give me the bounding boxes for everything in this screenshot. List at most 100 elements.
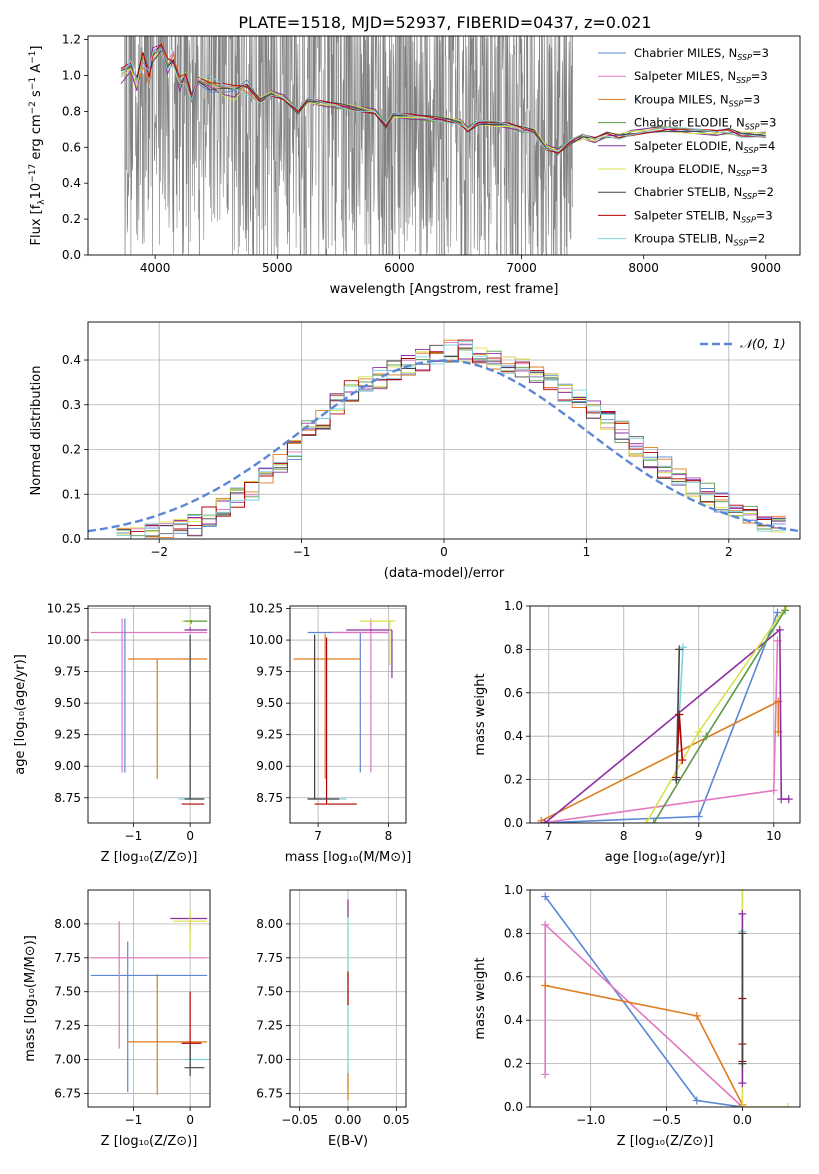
- y-axis-label: age [log₁₀(age/yr)]: [13, 654, 28, 775]
- legend-sub: SSP: [742, 192, 757, 201]
- legend-nssp: =3: [751, 69, 768, 83]
- legend-sub: SSP: [745, 123, 760, 132]
- legend-label: Salpeter STELIB, NSSP=3: [634, 208, 773, 224]
- x-tick-label: 1: [583, 545, 591, 559]
- legend-nssp: =2: [748, 232, 765, 246]
- mass-weight-marker: [738, 909, 747, 918]
- x-tick-label: −0.5: [652, 1113, 681, 1127]
- mass-weight-marker: [679, 643, 687, 652]
- y-tick-label: 0.4: [62, 176, 81, 190]
- y-tick-label: 1.2: [62, 33, 81, 47]
- x-tick-label: −0.05: [281, 1113, 318, 1127]
- legend-label: Salpeter MILES, NSSP=3: [634, 69, 768, 85]
- y-tick-label: 7.25: [256, 1019, 283, 1033]
- y-tick-label: 7.00: [54, 1053, 81, 1067]
- axes-frame: [289, 605, 407, 824]
- y-tick-label: 1.0: [504, 883, 523, 897]
- y-tick-label: 0.8: [504, 926, 523, 940]
- x-tick-label: 9000: [751, 261, 782, 275]
- axes-frame: [529, 889, 801, 1108]
- y-tick-label: 1.0: [62, 68, 81, 82]
- y-label-part: s: [29, 90, 44, 101]
- y-label-part: ]: [29, 46, 44, 51]
- y-tick-label: 10.25: [47, 602, 81, 616]
- legend-label: Chabrier STELIB, NSSP=2: [634, 185, 774, 201]
- mass-weight-line: [675, 649, 681, 780]
- y-tick-label: 0.4: [504, 1013, 523, 1027]
- x-tick-label: 7: [314, 829, 322, 843]
- y-tick-label: 0.3: [62, 398, 81, 412]
- mass-weight-marker: [692, 1096, 701, 1105]
- x-tick-label: 0.0: [733, 1113, 752, 1127]
- residual-histogram: [116, 348, 786, 539]
- y-axis-label: mass [log₁₀(M/M⊙)]: [23, 935, 38, 1062]
- mass-weight-marker: [781, 606, 789, 615]
- x-tick-label: 5000: [262, 261, 293, 275]
- observed-spectrum: [124, 36, 573, 255]
- legend-label: Kroupa STELIB, NSSP=2: [634, 232, 765, 248]
- y-tick-label: 0.2: [62, 443, 81, 457]
- mass-weight-line: [541, 612, 779, 823]
- figure-title: PLATE=1518, MJD=52937, FIBERID=0437, z=0…: [238, 13, 651, 32]
- y-tick-label: 0.0: [62, 532, 81, 546]
- y-tick-label: 9.75: [54, 665, 81, 679]
- y-tick-label: 0.1: [62, 487, 81, 501]
- legend-name: Kroupa MILES, N: [634, 92, 729, 106]
- mass-weight-marker: [784, 795, 793, 804]
- mass-weight-marker: [769, 786, 778, 795]
- residual-histogram: [116, 340, 786, 539]
- mass-weight-marker: [738, 1059, 747, 1068]
- y-label-part: erg cm: [29, 114, 44, 163]
- legend-name: Chabrier STELIB, N: [634, 185, 742, 199]
- y-tick-label: 9.75: [256, 665, 283, 679]
- y-label-part: A: [29, 64, 44, 77]
- x-tick-label: 7: [545, 829, 553, 843]
- x-tick-label: −1: [125, 829, 143, 843]
- mass-weight-line: [544, 896, 743, 1107]
- y-label-part: Flux [f: [29, 204, 44, 245]
- mass-weight-marker: [692, 1011, 701, 1020]
- legend-nssp: =3: [743, 92, 760, 106]
- y-tick-label: 0.6: [504, 686, 523, 700]
- y-label-part: −17: [28, 164, 38, 183]
- residual-histogram: [116, 341, 786, 539]
- mass-weight-line: [645, 606, 788, 823]
- mass-weight-marker: [541, 920, 550, 929]
- y-label-part: −2: [28, 101, 38, 114]
- x-tick-label: 8: [385, 829, 393, 843]
- y-tick-label: 7.00: [256, 1053, 283, 1067]
- mass-weight-marker: [675, 710, 684, 719]
- mass-weight-marker: [738, 890, 747, 894]
- y-tick-label: 0.4: [504, 729, 523, 743]
- x-tick-label: 8: [620, 829, 628, 843]
- y-tick-label: 7.75: [256, 951, 283, 965]
- x-tick-label: 0.00: [335, 1113, 362, 1127]
- legend-sub: SSP: [729, 99, 744, 108]
- y-tick-label: 0.0: [504, 816, 523, 830]
- x-tick-label: 0: [440, 545, 448, 559]
- legend-sub: SSP: [744, 146, 759, 155]
- y-tick-label: 0.6: [504, 970, 523, 984]
- legend-name: Kroupa ELODIE, N: [634, 162, 736, 176]
- y-tick-label: 6.75: [54, 1086, 81, 1100]
- legend-nssp: =3: [752, 46, 769, 60]
- y-tick-label: 6.75: [256, 1086, 283, 1100]
- mass-weight-marker: [738, 1103, 747, 1107]
- mass-weight-marker: [738, 929, 747, 938]
- plot-area-age_vs_mass: [290, 606, 406, 823]
- legend-label: Kroupa ELODIE, NSSP=3: [634, 162, 768, 178]
- plot-area-mass_vs_ebv: [290, 890, 406, 1107]
- x-tick-label: 10: [766, 829, 781, 843]
- x-tick-label: 0.05: [383, 1113, 410, 1127]
- mass-weight-marker: [675, 645, 684, 654]
- mass-weight-line: [541, 640, 779, 823]
- y-axis-label: Flux [fλ10−17 erg cm−2 s−1 A−1]: [28, 46, 47, 246]
- legend-label: 𝒩(0, 1): [740, 336, 786, 351]
- mass-weight-marker: [773, 608, 782, 617]
- mass-weight-marker: [694, 727, 703, 736]
- plot-area-weight_vs_z: [530, 890, 800, 1107]
- legend-name: Salpeter MILES, N: [634, 69, 736, 83]
- residual-histogram: [116, 347, 786, 535]
- y-tick-label: 0.0: [62, 248, 81, 262]
